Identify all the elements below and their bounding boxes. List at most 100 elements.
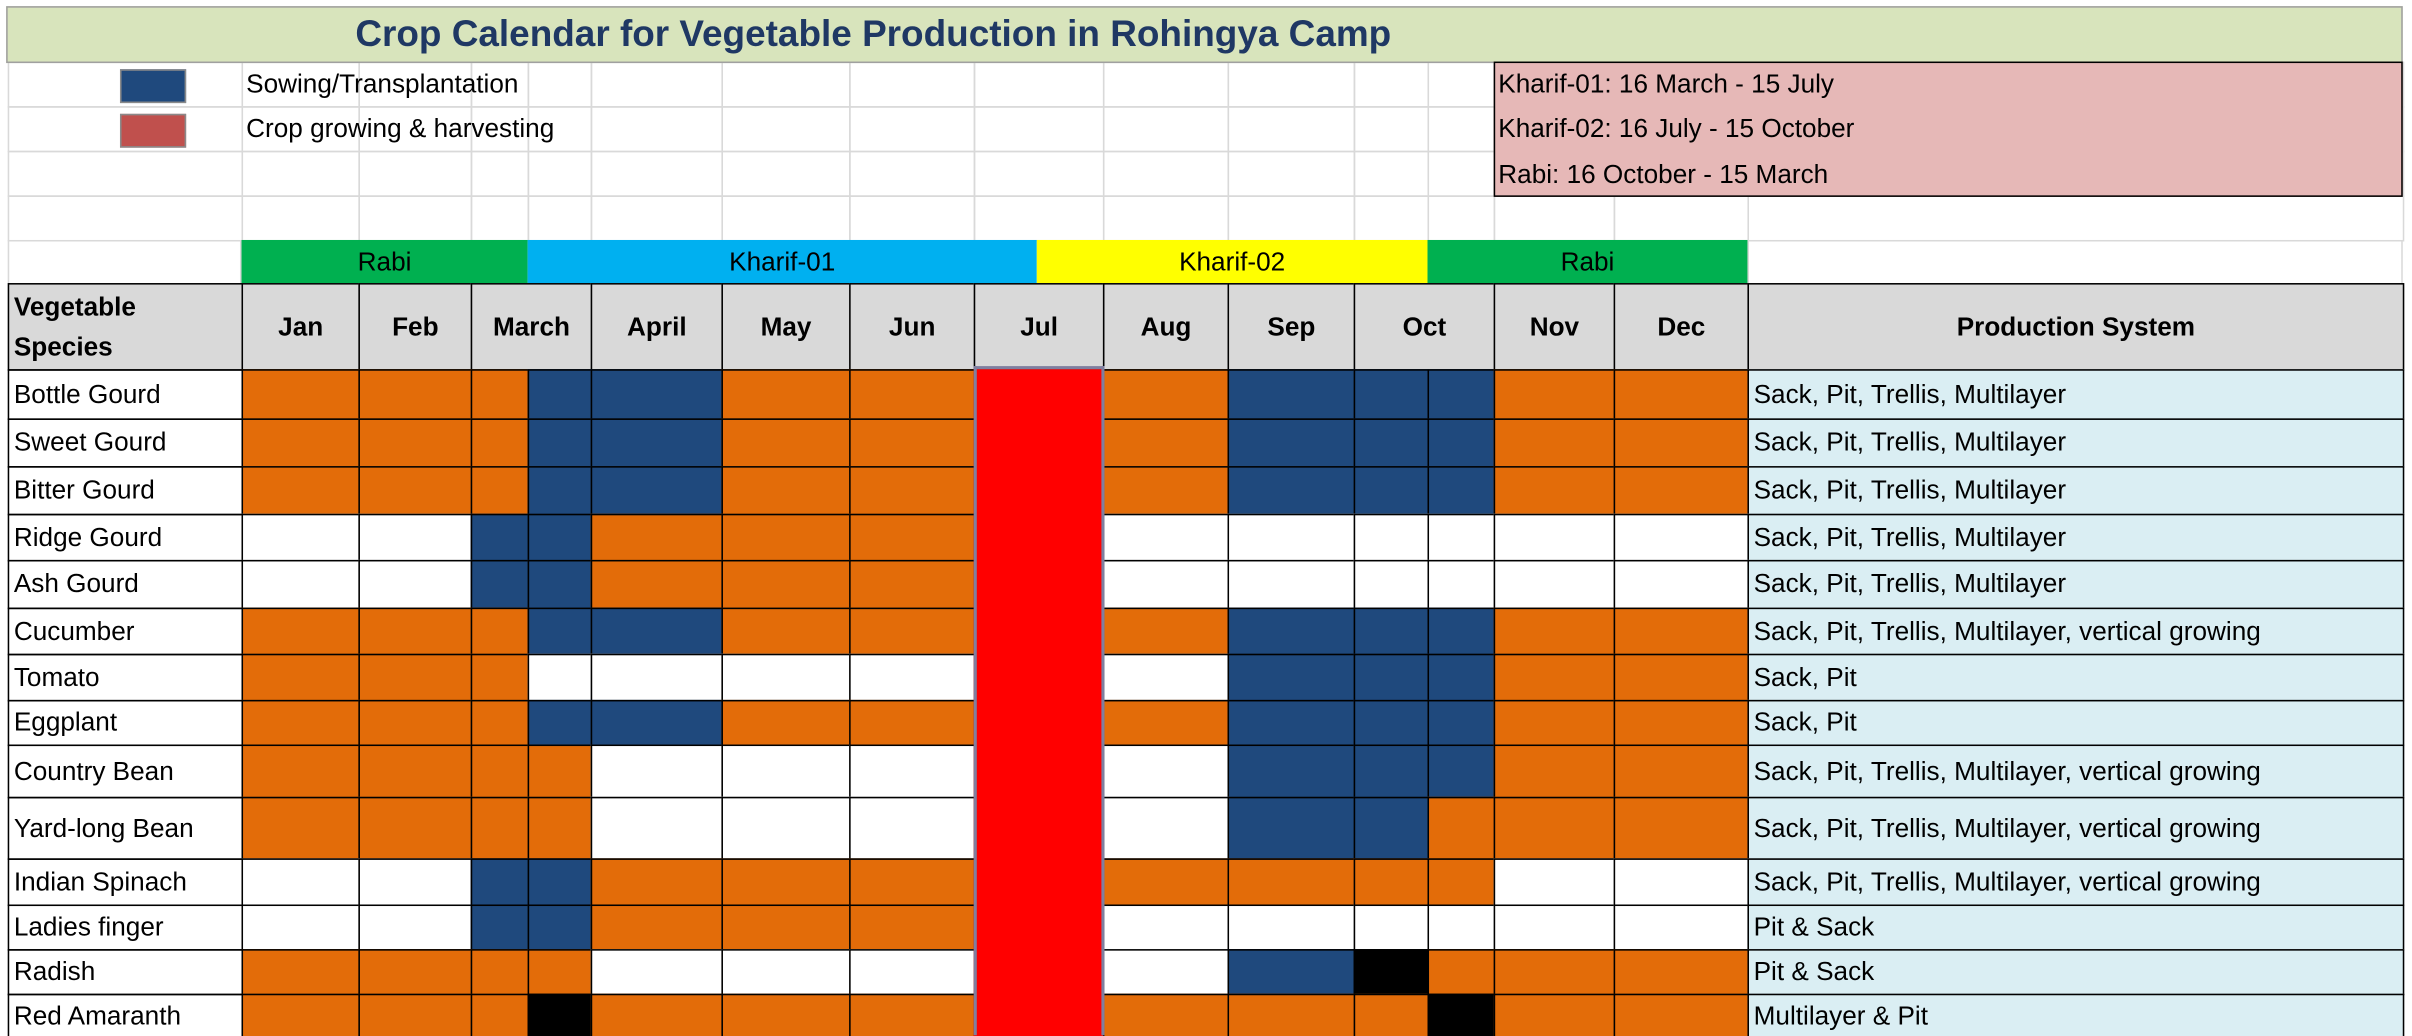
production-cell: Sack, Pit, Trellis, Multilayer, vertical… [1747, 607, 2405, 656]
calendar-cell [590, 904, 723, 951]
calendar-cell [590, 418, 723, 468]
calendar-cell [973, 699, 1105, 747]
calendar-cell [849, 904, 976, 951]
column-header: Jan [241, 283, 360, 371]
calendar-cell [241, 699, 360, 747]
calendar-cell [1613, 369, 1750, 420]
grid-cell [849, 106, 976, 153]
species-cell: Radish [7, 949, 244, 996]
legend-swatch [119, 69, 187, 104]
calendar-cell [1613, 796, 1750, 860]
calendar-cell [721, 993, 851, 1036]
calendar-cell [1427, 858, 1496, 907]
calendar-cell [1613, 949, 1750, 996]
calendar-cell [527, 904, 593, 951]
calendar-cell [358, 369, 473, 420]
calendar-cell [1493, 607, 1616, 656]
calendar-cell [1227, 949, 1356, 996]
production-cell: Sack, Pit [1747, 653, 2405, 702]
calendar-cell [470, 559, 530, 610]
calendar-cell [849, 699, 976, 747]
grid-cell [470, 150, 530, 197]
column-header: Production System [1747, 283, 2405, 371]
calendar-cell [1493, 369, 1616, 420]
calendar-cell [590, 949, 723, 996]
species-cell: Red Amaranth [7, 993, 244, 1036]
calendar-cell [241, 993, 360, 1036]
grid-cell [358, 195, 473, 242]
grid-cell [241, 195, 360, 242]
species-cell: Bottle Gourd [7, 369, 244, 420]
grid-cell [1227, 150, 1356, 197]
calendar-cell [241, 744, 360, 799]
calendar-cell [527, 993, 593, 1036]
calendar-cell [973, 796, 1105, 860]
grid-cell [470, 195, 530, 242]
grid-cell [7, 239, 242, 285]
season-band: Kharif-02 [1036, 239, 1428, 285]
calendar-cell [1427, 653, 1496, 702]
calendar-cell [470, 513, 530, 562]
calendar-cell [1102, 466, 1230, 516]
calendar-cell [1427, 904, 1496, 951]
legend-label: Crop growing & harvesting [246, 113, 555, 143]
column-header: Jul [973, 283, 1105, 371]
calendar-cell [1493, 513, 1616, 562]
grid-cell [973, 150, 1105, 197]
legend-label: Sowing/Transplantation [246, 68, 519, 98]
calendar-cell [470, 653, 530, 702]
grid-cell [721, 150, 851, 197]
calendar-cell [1227, 699, 1356, 747]
grid-cell [1102, 150, 1230, 197]
calendar-cell [973, 559, 1105, 610]
calendar-cell [973, 607, 1105, 656]
calendar-cell [527, 744, 593, 799]
calendar-cell [241, 418, 360, 468]
calendar-cell [470, 796, 530, 860]
calendar-cell [590, 369, 723, 420]
calendar-cell [721, 744, 851, 799]
grid-cell [973, 195, 1105, 242]
calendar-cell [527, 699, 593, 747]
calendar-cell [241, 369, 360, 420]
calendar-cell [1353, 513, 1430, 562]
calendar-cell [1613, 858, 1750, 907]
grid-cell [241, 150, 360, 197]
season-band: Kharif-01 [527, 239, 1037, 285]
grid-cell [1747, 195, 2405, 242]
calendar-cell [973, 369, 1105, 420]
calendar-cell [590, 796, 723, 860]
calendar-cell [1102, 858, 1230, 907]
grid-cell [1427, 195, 1496, 242]
calendar-cell [358, 858, 473, 907]
calendar-cell [1353, 858, 1430, 907]
production-cell: Sack, Pit, Trellis, Multilayer, vertical… [1747, 796, 2405, 860]
season-info: Rabi: 16 October - 15 March [1498, 159, 1829, 189]
calendar-cell [1427, 513, 1496, 562]
calendar-cell [973, 466, 1105, 516]
season-info-box [1493, 61, 2403, 197]
calendar-cell [241, 796, 360, 860]
grid-cell [721, 61, 851, 108]
calendar-cell [1613, 607, 1750, 656]
calendar-cell [527, 858, 593, 907]
calendar-cell [1493, 904, 1616, 951]
calendar-cell [849, 418, 976, 468]
calendar-cell [470, 418, 530, 468]
grid-cell [849, 61, 976, 108]
calendar-cell [973, 653, 1105, 702]
calendar-cell [358, 993, 473, 1036]
column-header: Oct [1353, 283, 1496, 371]
grid-cell [1102, 195, 1230, 242]
calendar-cell [358, 796, 473, 860]
column-header: Vegetable Species [7, 283, 244, 371]
calendar-cell [1102, 559, 1230, 610]
calendar-cell [721, 949, 851, 996]
species-cell: Eggplant [7, 699, 244, 747]
production-cell: Sack, Pit, Trellis, Multilayer [1747, 418, 2405, 468]
grid-cell [973, 106, 1105, 153]
calendar-cell [527, 513, 593, 562]
calendar-cell [1102, 744, 1230, 799]
calendar-cell [1353, 653, 1430, 702]
calendar-cell [527, 796, 593, 860]
